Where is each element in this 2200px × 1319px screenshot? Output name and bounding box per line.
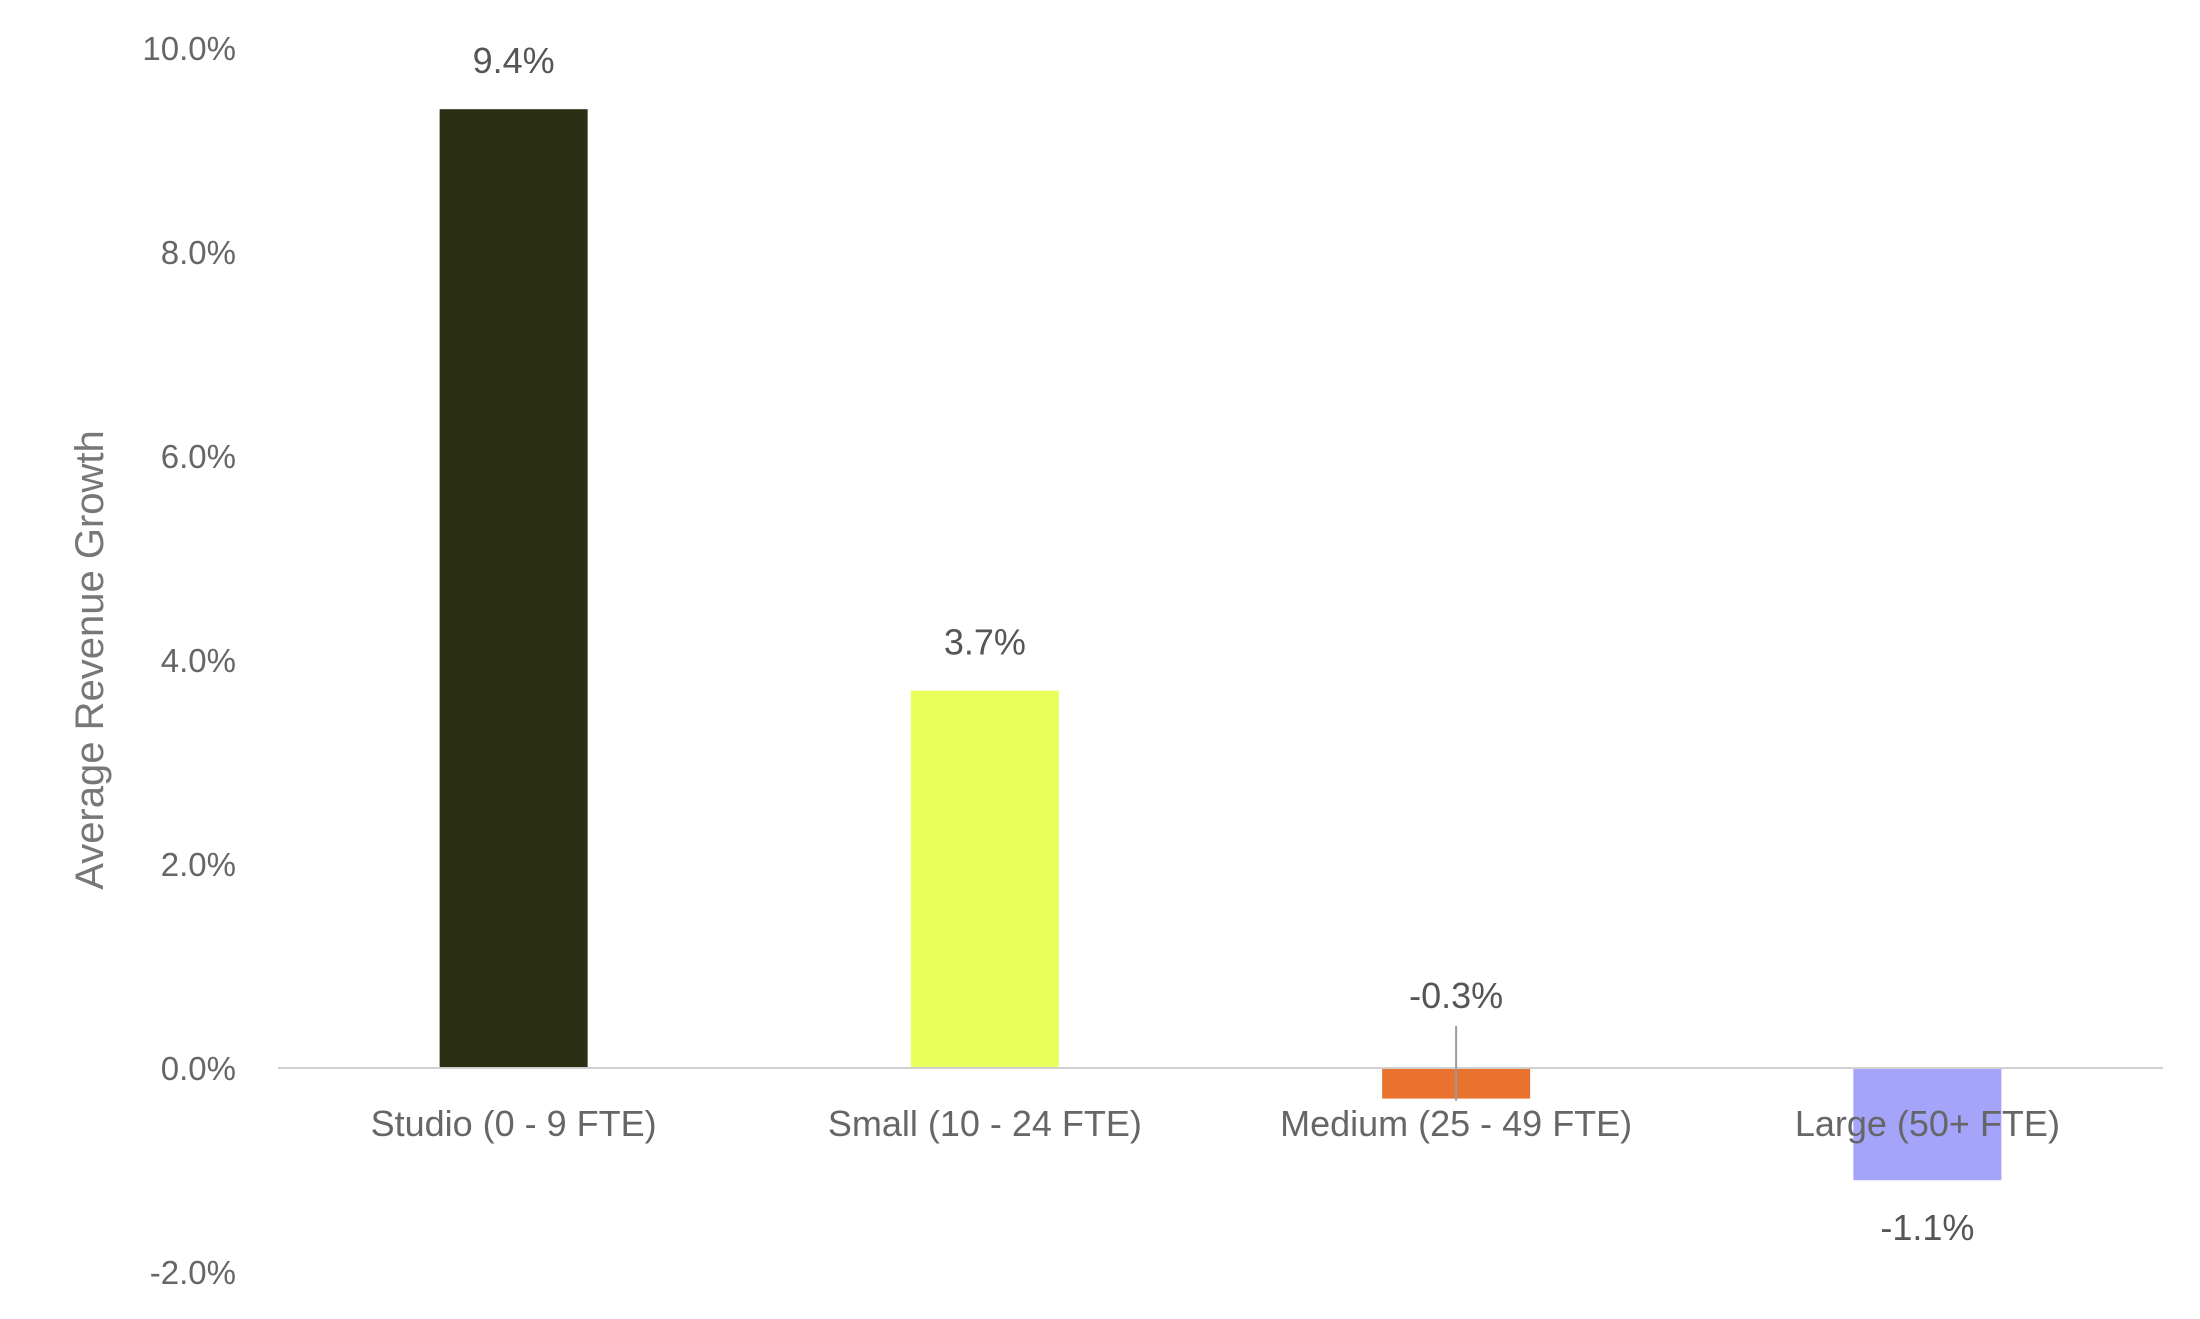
y-axis-ticks: -2.0% 0.0% 2.0% 4.0% 6.0% 8.0% 10.0% [142, 30, 236, 1291]
bar [439, 109, 588, 1068]
y-tick-label: 6.0% [161, 438, 236, 475]
y-tick-label: 4.0% [161, 642, 236, 679]
y-tick-label: 2.0% [161, 846, 236, 883]
category-label: Large (50+ FTE) [1795, 1103, 2060, 1144]
data-label: -1.1% [1880, 1207, 1974, 1248]
category-label: Medium (25 - 49 FTE) [1280, 1103, 1632, 1144]
category-label: Studio (0 - 9 FTE) [371, 1103, 657, 1144]
y-tick-label: 10.0% [142, 30, 236, 67]
bar [910, 690, 1059, 1068]
category-label: Small (10 - 24 FTE) [828, 1103, 1142, 1144]
y-tick-label: 0.0% [161, 1050, 236, 1087]
y-axis-label: Average Revenue Growth [68, 430, 112, 890]
data-label: 3.7% [944, 622, 1026, 663]
data-label: 9.4% [473, 40, 555, 81]
y-tick-label: -2.0% [150, 1254, 236, 1291]
data-labels: 9.4% 3.7% -0.3% -1.1% [473, 40, 1975, 1248]
category-labels: Studio (0 - 9 FTE) Small (10 - 24 FTE) Med… [371, 1103, 2060, 1144]
bars [439, 109, 2002, 1181]
bar [1853, 1068, 2002, 1181]
data-label: -0.3% [1409, 975, 1503, 1016]
y-tick-label: 8.0% [161, 234, 236, 271]
